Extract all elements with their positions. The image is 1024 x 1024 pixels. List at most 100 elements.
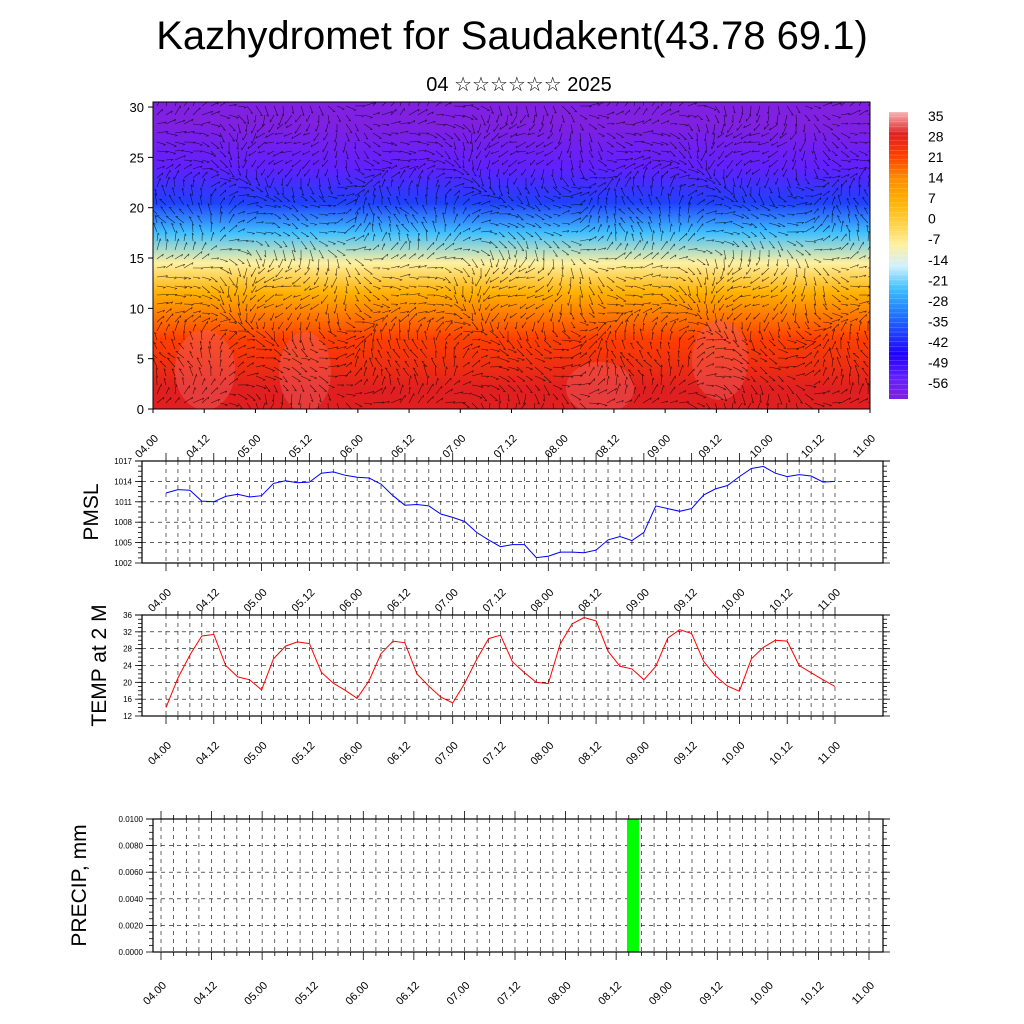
wind-arrow xyxy=(846,205,851,215)
x-tick-label: 06.12 xyxy=(394,980,422,1008)
x-tick-label: 08.00 xyxy=(528,740,556,768)
wind-arrow xyxy=(741,231,751,238)
wind-arrow xyxy=(831,187,839,197)
colorbar-label: -35 xyxy=(928,313,948,329)
wind-arrow xyxy=(327,195,338,200)
wind-arrow xyxy=(597,196,600,206)
wind-arrow xyxy=(687,267,696,275)
wind-arrow xyxy=(292,276,302,285)
wind-arrow xyxy=(306,114,311,122)
wind-arrow xyxy=(696,303,700,313)
wind-arrow xyxy=(813,168,819,179)
wind-arrow xyxy=(597,247,607,251)
wind-arrow xyxy=(741,186,748,197)
wind-arrow xyxy=(660,150,670,154)
wind-arrow xyxy=(750,384,758,395)
wind-arrow xyxy=(615,121,626,125)
wind-arrow xyxy=(426,319,432,332)
wind-arrow xyxy=(372,317,385,323)
wind-arrow xyxy=(362,349,365,359)
wind-arrow xyxy=(561,204,572,209)
wind-arrow xyxy=(363,197,367,206)
wind-arrow xyxy=(741,204,751,211)
wind-arrow xyxy=(678,276,686,281)
wind-arrow xyxy=(813,343,822,350)
wind-arrow xyxy=(687,368,695,377)
wind-arrow xyxy=(687,312,698,317)
wind-arrow xyxy=(306,258,311,270)
wind-arrow xyxy=(153,209,158,215)
wind-arrow xyxy=(377,349,383,359)
wind-arrow xyxy=(525,186,530,195)
wind-arrow xyxy=(766,393,770,406)
wind-arrow xyxy=(189,366,194,377)
wind-arrow xyxy=(527,132,536,136)
wind-arrow xyxy=(831,206,836,215)
wind-arrow xyxy=(551,321,554,333)
y-tick-label: 28 xyxy=(123,645,132,654)
wind-arrow xyxy=(636,221,644,233)
wind-arrow xyxy=(534,240,539,250)
wind-arrow xyxy=(381,111,393,116)
wind-arrow xyxy=(860,214,869,224)
wind-arrow xyxy=(174,170,180,179)
wind-arrow xyxy=(552,375,564,378)
wind-arrow xyxy=(444,285,452,292)
wind-arrow xyxy=(633,170,639,179)
wind-arrow xyxy=(633,331,636,341)
wind-arrow xyxy=(426,120,436,125)
wind-arrow xyxy=(354,132,360,142)
wind-arrow xyxy=(228,114,239,119)
wind-arrow xyxy=(199,347,203,359)
colorbar-label: 14 xyxy=(928,170,944,186)
wind-arrow xyxy=(615,276,627,282)
wind-arrow xyxy=(252,276,257,287)
wind-arrow xyxy=(411,214,419,224)
wind-arrow xyxy=(265,294,275,303)
wind-arrow xyxy=(408,187,411,197)
wind-arrow xyxy=(462,361,470,368)
wind-arrow xyxy=(714,229,724,233)
wind-arrow xyxy=(499,276,509,283)
wind-arrow xyxy=(498,204,508,208)
wind-arrow xyxy=(669,285,679,292)
y-tick-label: 1011 xyxy=(115,498,133,507)
wind-arrow xyxy=(345,177,353,184)
wind-arrow xyxy=(773,267,779,277)
wind-arrow xyxy=(660,186,664,197)
wind-arrow xyxy=(372,213,376,224)
wind-arrow xyxy=(372,267,381,270)
wind-arrow xyxy=(570,267,575,280)
wind-arrow xyxy=(255,375,266,381)
wind-arrow xyxy=(705,199,715,206)
wind-arrow xyxy=(740,132,752,140)
wind-arrow xyxy=(210,245,217,251)
wind-arrow xyxy=(714,203,723,206)
wind-arrow xyxy=(294,123,302,134)
wind-arrow xyxy=(606,388,617,395)
wind-arrow xyxy=(219,177,232,182)
wind-arrow xyxy=(480,354,488,359)
wind-arrow xyxy=(768,195,775,206)
wind-arrow xyxy=(471,141,473,152)
wind-arrow xyxy=(597,257,608,260)
wind-arrow xyxy=(678,184,683,197)
wind-arrow xyxy=(759,204,771,211)
wind-arrow xyxy=(444,377,452,386)
wind-arrow xyxy=(485,150,491,158)
wind-arrow xyxy=(535,285,545,293)
wind-arrow xyxy=(840,388,848,395)
wind-arrow xyxy=(393,213,401,224)
wind-arrow xyxy=(228,349,235,359)
wind-arrow xyxy=(498,231,505,238)
wind-arrow xyxy=(831,141,839,149)
wind-arrow xyxy=(285,159,293,164)
wind-arrow xyxy=(387,339,392,350)
wind-arrow xyxy=(578,276,581,285)
wind-arrow xyxy=(336,105,345,110)
wind-arrow xyxy=(770,294,779,298)
wind-arrow xyxy=(318,393,322,403)
wind-arrow xyxy=(763,123,770,130)
wind-arrow xyxy=(336,330,348,335)
wind-arrow xyxy=(390,398,402,404)
